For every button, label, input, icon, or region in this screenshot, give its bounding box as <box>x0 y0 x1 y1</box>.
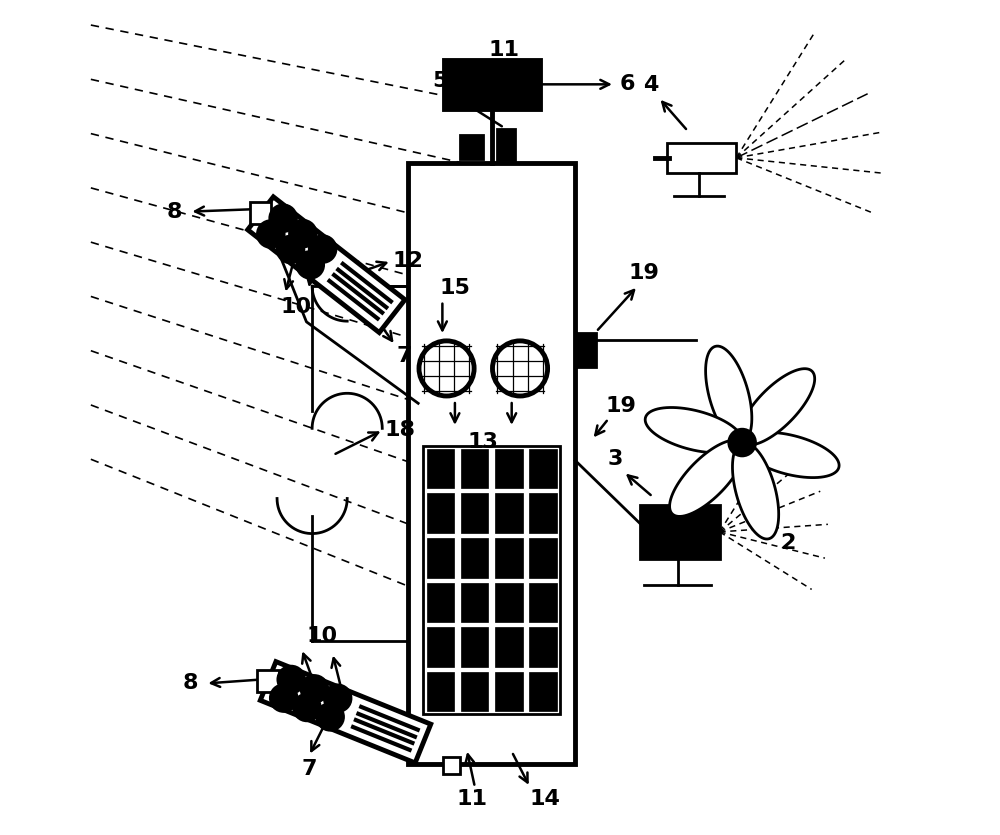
Bar <box>495 627 523 667</box>
Bar <box>408 163 575 764</box>
Bar <box>529 538 557 578</box>
Bar <box>250 202 271 224</box>
Text: 5: 5 <box>432 71 448 91</box>
Circle shape <box>270 685 297 711</box>
Circle shape <box>257 220 284 247</box>
Polygon shape <box>706 346 752 443</box>
Bar <box>460 135 483 159</box>
Bar <box>529 583 557 622</box>
Circle shape <box>324 685 351 711</box>
Polygon shape <box>670 440 745 516</box>
Polygon shape <box>645 407 742 453</box>
Circle shape <box>729 429 756 456</box>
Bar <box>495 538 523 578</box>
Circle shape <box>317 704 344 731</box>
Text: 2: 2 <box>780 533 796 553</box>
Bar <box>529 493 557 533</box>
Text: 7: 7 <box>397 347 412 367</box>
Polygon shape <box>260 661 431 763</box>
Bar <box>427 538 454 578</box>
Circle shape <box>278 666 305 693</box>
Circle shape <box>297 251 324 278</box>
Text: 19: 19 <box>628 263 659 283</box>
Text: 6: 6 <box>620 74 635 94</box>
Bar <box>461 493 488 533</box>
Text: 13: 13 <box>468 432 499 452</box>
Polygon shape <box>742 433 839 478</box>
Text: 10: 10 <box>280 296 311 316</box>
Text: 18: 18 <box>384 420 415 440</box>
Bar <box>495 672 523 711</box>
Text: 3: 3 <box>608 449 623 469</box>
Circle shape <box>492 341 548 396</box>
Bar <box>427 672 454 711</box>
Text: 10: 10 <box>307 626 338 646</box>
Text: 4: 4 <box>643 75 658 95</box>
Bar <box>461 627 488 667</box>
Circle shape <box>294 694 320 721</box>
Bar <box>495 449 523 488</box>
Text: 7: 7 <box>301 758 317 778</box>
Text: 11: 11 <box>456 789 487 809</box>
Bar <box>444 60 540 109</box>
Bar <box>529 672 557 711</box>
Circle shape <box>309 235 336 262</box>
Circle shape <box>270 205 296 231</box>
Bar <box>667 143 736 173</box>
Bar <box>461 672 488 711</box>
Bar <box>497 129 515 160</box>
Circle shape <box>290 220 316 247</box>
Bar <box>577 333 596 367</box>
Bar <box>461 538 488 578</box>
Circle shape <box>301 676 328 702</box>
Bar <box>257 671 279 692</box>
Bar <box>529 449 557 488</box>
Bar <box>461 583 488 622</box>
Text: 12: 12 <box>393 251 424 271</box>
Polygon shape <box>248 197 405 332</box>
Bar <box>427 449 454 488</box>
Bar <box>423 447 560 714</box>
Text: 14: 14 <box>530 789 561 809</box>
Bar <box>529 627 557 667</box>
Bar <box>427 583 454 622</box>
Text: 15: 15 <box>439 278 470 298</box>
Bar <box>495 583 523 622</box>
Bar <box>640 505 720 559</box>
Text: 19: 19 <box>606 396 637 416</box>
Text: 8: 8 <box>183 674 198 694</box>
Polygon shape <box>732 443 779 539</box>
Circle shape <box>277 236 304 263</box>
Text: 8: 8 <box>167 201 182 221</box>
Bar <box>427 493 454 533</box>
Bar <box>427 627 454 667</box>
Bar <box>443 757 460 774</box>
Text: 11: 11 <box>489 40 520 60</box>
Bar <box>495 493 523 533</box>
Circle shape <box>419 341 474 396</box>
Polygon shape <box>739 369 815 445</box>
Bar <box>461 449 488 488</box>
